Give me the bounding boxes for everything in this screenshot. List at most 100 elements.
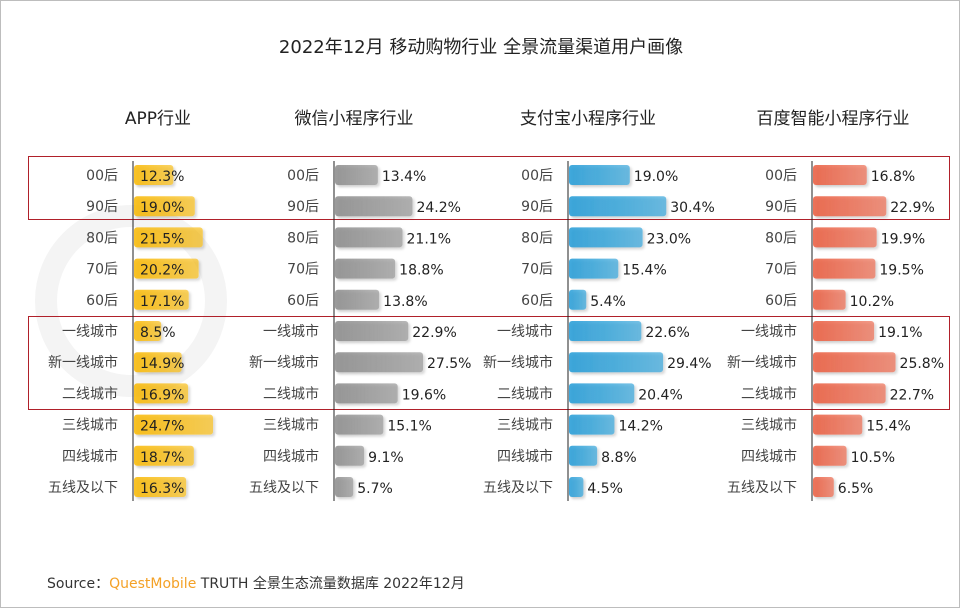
data-label: 22.9%: [890, 200, 934, 216]
data-label: 15.1%: [387, 419, 431, 435]
category-label: 五线及以下: [48, 480, 118, 496]
category-label: 新一线城市: [483, 354, 553, 371]
data-label: 13.4%: [382, 169, 426, 185]
bar: [569, 321, 642, 341]
data-label: 24.7%: [140, 419, 184, 435]
category-label: 60后: [521, 293, 553, 309]
bar: [134, 258, 199, 279]
data-label: 20.4%: [638, 387, 682, 403]
source-note: Source：QuestMobile TRUTH 全景生态流量数据库 2022年…: [47, 573, 465, 593]
data-label: 18.8%: [399, 263, 443, 279]
bar: [569, 352, 664, 373]
data-label: 19.0%: [140, 200, 184, 216]
category-label: 90后: [86, 199, 118, 215]
source-suffix: TRUTH 全景生态流量数据库 2022年12月: [196, 576, 465, 592]
category-label: 四线城市: [497, 448, 553, 465]
series-header: 支付宝小程序行业: [520, 109, 656, 129]
category-label: 70后: [86, 262, 118, 278]
data-label: 16.8%: [871, 169, 915, 185]
source-brand: QuestMobile: [109, 576, 197, 592]
bar: [813, 289, 846, 310]
data-label: 19.9%: [881, 231, 925, 247]
data-label: 20.2%: [140, 263, 184, 279]
bar: [335, 321, 409, 341]
data-label: 21.5%: [140, 231, 184, 247]
bar: [569, 445, 598, 466]
data-label: 6.5%: [838, 481, 874, 497]
category-label: 80后: [287, 230, 319, 246]
data-label: 14.9%: [140, 356, 184, 372]
bar: [813, 258, 876, 279]
chart-title: 2022年12月 移动购物行业 全景流量渠道用户画像: [278, 37, 684, 58]
data-label: 23.0%: [647, 231, 691, 247]
category-label: 四线城市: [62, 448, 118, 465]
bar: [813, 165, 867, 185]
bar: [813, 383, 886, 404]
bar: [134, 477, 187, 497]
bar: [569, 414, 615, 435]
data-label: 22.6%: [645, 325, 689, 341]
bar: [134, 321, 162, 341]
bar: [335, 258, 396, 279]
data-label: 4.5%: [587, 481, 623, 497]
bar: [813, 445, 847, 466]
data-label: 15.4%: [622, 263, 666, 279]
data-label: 15.4%: [866, 419, 910, 435]
data-label: 16.3%: [140, 481, 184, 497]
source-prefix: Source：: [47, 576, 110, 592]
data-label: 16.9%: [140, 387, 184, 403]
category-label: 一线城市: [263, 323, 319, 340]
data-label: 8.8%: [601, 450, 637, 466]
data-label: 25.8%: [900, 356, 944, 372]
bar: [335, 352, 423, 373]
category-label: 五线及以下: [249, 480, 319, 496]
category-label: 新一线城市: [48, 354, 118, 371]
category-label: 五线及以下: [483, 480, 553, 496]
data-label: 14.2%: [618, 419, 662, 435]
category-label: 新一线城市: [727, 354, 797, 371]
category-label: 新一线城市: [249, 354, 319, 371]
data-label: 19.1%: [878, 325, 922, 341]
bar: [134, 414, 214, 435]
category-label: 60后: [287, 293, 319, 309]
data-label: 24.2%: [416, 200, 460, 216]
data-label: 22.9%: [412, 325, 456, 341]
data-label: 5.4%: [590, 294, 626, 310]
bar: [335, 165, 378, 185]
bar: [569, 477, 584, 497]
category-label: 三线城市: [741, 417, 797, 434]
category-label: 80后: [521, 230, 553, 246]
data-label: 19.0%: [634, 169, 678, 185]
bar: [569, 258, 619, 279]
category-label: 一线城市: [741, 323, 797, 340]
category-label: 90后: [521, 199, 553, 215]
data-label: 29.4%: [667, 356, 711, 372]
category-label: 一线城市: [497, 323, 553, 340]
bar: [813, 321, 875, 341]
bar: [813, 414, 863, 435]
data-label: 19.6%: [402, 387, 446, 403]
data-label: 30.4%: [670, 200, 714, 216]
category-label: 00后: [521, 168, 553, 184]
bar: [335, 289, 380, 310]
highlight-box-city: [28, 316, 950, 410]
bar: [134, 445, 194, 466]
data-label: 9.1%: [368, 450, 404, 466]
bar: [335, 477, 354, 497]
bar: [134, 289, 189, 310]
category-label: 60后: [86, 293, 118, 309]
category-label: 三线城市: [62, 417, 118, 434]
category-label: 00后: [86, 168, 118, 184]
bar: [813, 477, 834, 497]
category-label: 三线城市: [497, 417, 553, 434]
category-label: 70后: [287, 262, 319, 278]
bar: [569, 227, 643, 248]
data-label: 19.5%: [879, 263, 923, 279]
category-label: 80后: [765, 230, 797, 246]
bar: [813, 227, 877, 248]
series-header: 微信小程序行业: [294, 109, 414, 129]
bar: [134, 196, 195, 217]
category-label: 二线城市: [741, 385, 797, 402]
